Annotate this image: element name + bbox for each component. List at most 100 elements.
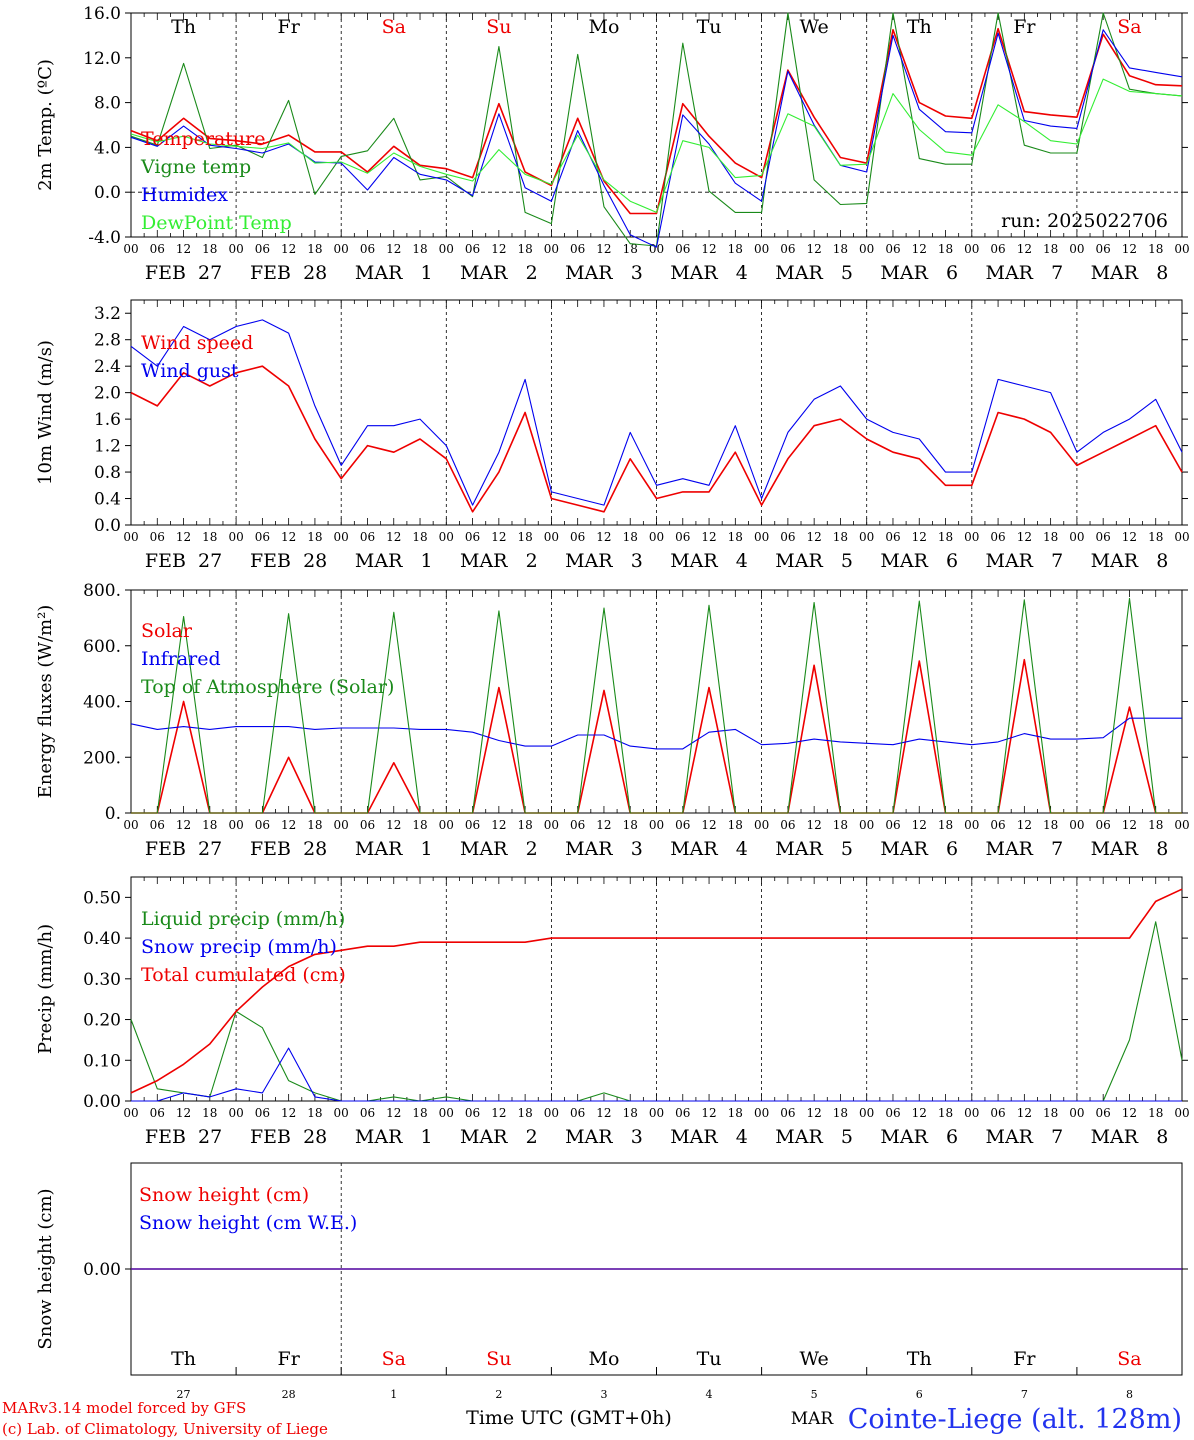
hour-tick-label: 06 <box>465 530 480 544</box>
hour-tick-label: 06 <box>990 530 1005 544</box>
y-tick-label: 0.00 <box>83 1092 121 1112</box>
hour-tick-label: 06 <box>1096 530 1111 544</box>
legend-entry: Vigne temp <box>140 156 251 178</box>
y-tick-label: 4.0 <box>94 138 121 158</box>
date-label: FEB 28 <box>250 838 327 860</box>
hour-tick-label: 18 <box>728 1106 743 1120</box>
hour-tick-label: 12 <box>281 1106 296 1120</box>
legend-entry: Wind gust <box>141 360 239 382</box>
y-axis-label: 10m Wind (m/s) <box>35 340 56 485</box>
hour-tick-label: 00 <box>123 530 138 544</box>
hour-tick-label: 06 <box>465 1106 480 1120</box>
hour-tick-label: 06 <box>360 818 375 832</box>
hour-tick-label: 00 <box>754 1106 769 1120</box>
y-tick-label: 0.30 <box>83 970 121 990</box>
series-group <box>130 12 1183 248</box>
hour-tick-label: 18 <box>517 242 532 256</box>
y-axis-label: Precip (mm/h) <box>35 924 56 1054</box>
hour-tick-label: 18 <box>1148 530 1163 544</box>
weekday-label: Mo <box>588 1348 619 1370</box>
date-label: MAR 3 <box>565 262 643 284</box>
weekday-label: Th <box>907 16 932 38</box>
hour-tick-label: 12 <box>596 242 611 256</box>
hour-tick-label: 00 <box>334 530 349 544</box>
hour-tick-label: 00 <box>228 1106 243 1120</box>
series-line-total-cumulated-cm- <box>130 888 1183 1094</box>
hour-tick-label: 18 <box>307 530 322 544</box>
hour-tick-label: 12 <box>1122 530 1137 544</box>
date-label: MAR 2 <box>460 1126 538 1148</box>
hour-tick-label: 00 <box>649 818 664 832</box>
hour-tick-label: 12 <box>1017 1106 1032 1120</box>
hour-tick-label: 12 <box>386 242 401 256</box>
hour-tick-label: 00 <box>859 242 874 256</box>
hour-tick-label: 06 <box>780 818 795 832</box>
hour-tick-label: 00 <box>439 530 454 544</box>
date-label: MAR 3 <box>565 550 643 572</box>
hour-tick-label: 06 <box>570 530 585 544</box>
hour-tick-label: 12 <box>281 818 296 832</box>
hour-tick-label: 06 <box>255 818 270 832</box>
day-number-label: 3 <box>600 1388 607 1401</box>
hour-tick-label: 18 <box>412 1106 427 1120</box>
date-label: FEB 28 <box>250 550 327 572</box>
y-tick-label: 0. <box>105 804 121 824</box>
y-tick-label: 200. <box>83 748 121 768</box>
date-label: MAR 1 <box>355 1126 433 1148</box>
hour-tick-label: 06 <box>570 1106 585 1120</box>
hour-tick-label: 06 <box>1096 1106 1111 1120</box>
date-label: MAR 4 <box>670 262 748 284</box>
y-tick-label: 2.4 <box>94 357 121 377</box>
meteogram-panels: 00 06 12 18 00 06 12 18 00 06 12 18 00 06 12 18 00 06 12 18… <box>35 4 1190 1401</box>
hour-tick-label: 18 <box>728 530 743 544</box>
hour-tick-label: 06 <box>1096 818 1111 832</box>
weekday-label: Su <box>486 1348 511 1370</box>
y-axis-label: Snow height (cm) <box>35 1188 56 1349</box>
hour-tick-label: 18 <box>202 1106 217 1120</box>
series-group <box>130 597 1182 814</box>
date-label: MAR 6 <box>880 550 958 572</box>
panel-snow: 0.00 Snow height (cm) Snow height (cm) Snow… <box>35 1162 1188 1401</box>
hour-tick-label: 00 <box>1174 1106 1189 1120</box>
y-tick-label: 3.2 <box>94 304 121 324</box>
legend-entry: Snow height (cm W.E.) <box>139 1212 357 1234</box>
weekday-label: Sa <box>382 1348 406 1370</box>
hour-tick-label: 12 <box>176 242 191 256</box>
hour-tick-label: 18 <box>623 1106 638 1120</box>
hour-tick-label: 00 <box>439 242 454 256</box>
day-number-label: 2 <box>495 1388 502 1401</box>
hour-tick-label: 06 <box>150 530 165 544</box>
y-axis-label: Energy fluxes (W/m²) <box>35 605 56 799</box>
day-number-label: 4 <box>706 1388 713 1401</box>
y-tick-label: 0.0 <box>94 516 121 536</box>
hour-tick-label: 12 <box>1017 242 1032 256</box>
credit-line-1: MARv3.14 model forced by GFS <box>2 1399 246 1417</box>
date-label: FEB 27 <box>145 262 222 284</box>
weekday-label: Fr <box>1013 1348 1036 1370</box>
hour-tick-label: 00 <box>649 530 664 544</box>
date-label: MAR 6 <box>880 838 958 860</box>
hour-tick-label: 06 <box>150 818 165 832</box>
date-label: MAR 8 <box>1091 1126 1169 1148</box>
legend-entry: Wind speed <box>141 332 253 354</box>
hour-tick-label: 00 <box>1069 530 1084 544</box>
date-label: MAR 8 <box>1091 838 1169 860</box>
hour-tick-label: 12 <box>1122 818 1137 832</box>
hour-tick-label: 12 <box>176 1106 191 1120</box>
series-line-snow-precip-mm-h- <box>131 1047 1182 1102</box>
hour-tick-label: 00 <box>439 818 454 832</box>
hour-tick-label: 00 <box>228 818 243 832</box>
hour-tick-label: 18 <box>202 530 217 544</box>
y-tick-label: 0.8 <box>94 463 121 483</box>
date-label: MAR 6 <box>880 262 958 284</box>
hour-tick-label: 12 <box>491 818 506 832</box>
weekday-label: We <box>800 16 829 38</box>
hour-tick-label: 06 <box>885 818 900 832</box>
station-label: Cointe-Liege (alt. 128m) <box>848 1404 1182 1435</box>
legend-entry: Snow precip (mm/h) <box>141 936 337 958</box>
panel-frame <box>130 589 1183 814</box>
date-label: MAR 5 <box>775 550 853 572</box>
legend-entry: Humidex <box>141 184 228 206</box>
hour-tick-label: 06 <box>675 242 690 256</box>
hour-tick-label: 00 <box>1174 530 1189 544</box>
